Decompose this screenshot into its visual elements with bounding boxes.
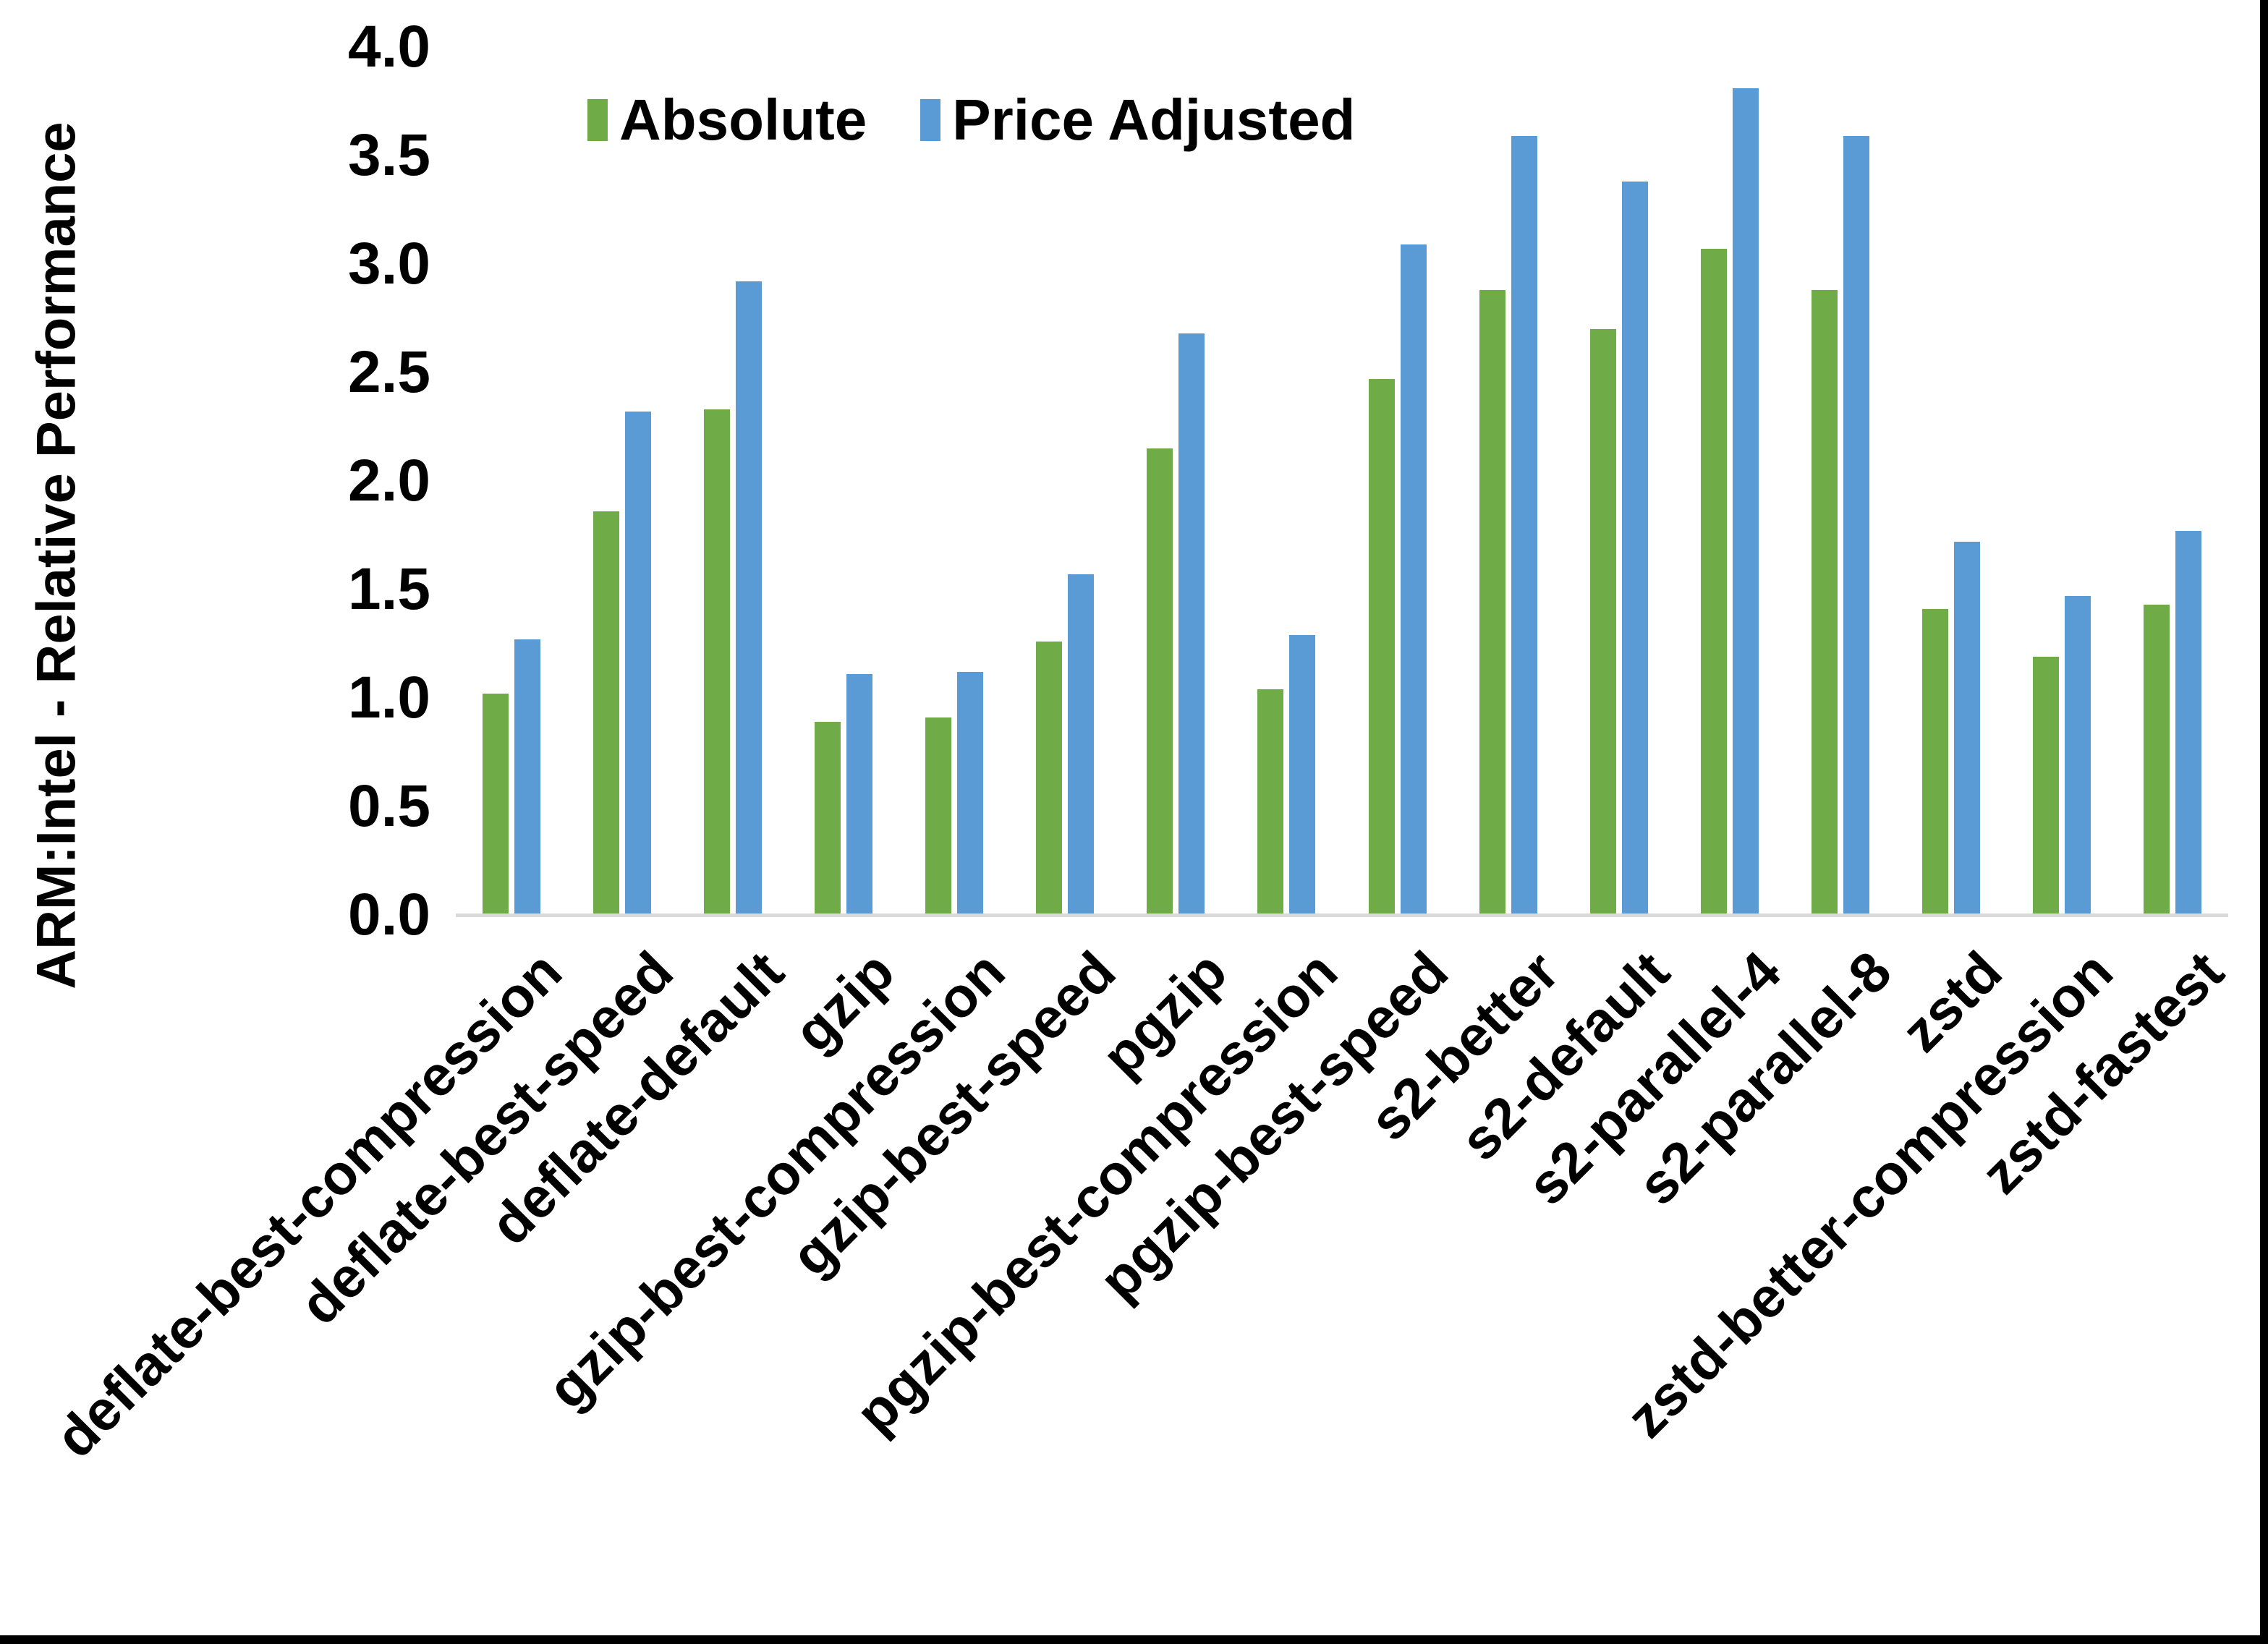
legend-price-adjusted-label: Price Adjusted (952, 88, 1356, 152)
y-tick-label: 4.0 (348, 14, 430, 80)
bar-price-adjusted-s2-parallel-4 (1733, 88, 1759, 915)
screenshot-bottom-border (0, 1635, 2268, 1644)
bar-absolute-s2-parallel-8 (1812, 290, 1838, 915)
bar-price-adjusted-pgzip (1178, 333, 1205, 915)
bar-absolute-s2-better (1479, 290, 1505, 915)
y-tick-label: 3.0 (348, 231, 430, 297)
bar-absolute-pgzip-best-speed (1369, 379, 1395, 915)
bar-absolute-deflate-best-speed (593, 511, 619, 915)
y-axis-title: ARM:Intel - Relative Performance (25, 122, 88, 989)
bar-absolute-deflate-best-compression (483, 694, 509, 915)
bar-price-adjusted-zstd-better-compression (2065, 596, 2091, 915)
legend: Absolute Price Adjusted (587, 91, 1355, 149)
screenshot-right-border (2260, 0, 2268, 1644)
bar-price-adjusted-gzip-best-speed (1068, 574, 1094, 915)
y-tick-label: 1.0 (348, 665, 430, 731)
y-tick-label: 2.0 (348, 448, 430, 514)
bar-absolute-zstd-better-compression (2033, 657, 2059, 915)
x-axis-line (456, 913, 2228, 917)
legend-item-absolute: Absolute (587, 91, 867, 149)
legend-absolute-label: Absolute (619, 88, 867, 152)
bar-absolute-gzip-best-compression (925, 717, 951, 915)
bar-absolute-deflate-default (704, 409, 730, 915)
y-tick-label: 0.5 (348, 773, 430, 839)
bar-price-adjusted-gzip-best-compression (957, 672, 983, 915)
legend-absolute-swatch-icon (587, 99, 608, 141)
bar-price-adjusted-s2-better (1511, 136, 1537, 915)
bar-price-adjusted-pgzip-best-compression (1289, 635, 1315, 915)
bar-price-adjusted-zstd (1954, 542, 1980, 915)
y-tick-label: 0.0 (348, 882, 430, 947)
bar-absolute-s2-parallel-4 (1701, 249, 1727, 915)
legend-price-adjusted-swatch-icon (920, 99, 941, 141)
legend-item-price-adjusted: Price Adjusted (920, 91, 1355, 149)
bar-absolute-gzip (815, 722, 841, 915)
bar-absolute-zstd-fastest (2144, 605, 2170, 915)
bar-price-adjusted-s2-default (1622, 182, 1648, 915)
bar-price-adjusted-pgzip-best-speed (1401, 244, 1427, 915)
bar-price-adjusted-gzip (846, 674, 872, 915)
bar-absolute-pgzip-best-compression (1257, 689, 1283, 915)
bar-price-adjusted-deflate-default (736, 281, 762, 915)
bar-price-adjusted-deflate-best-compression (514, 639, 540, 915)
bar-price-adjusted-s2-parallel-8 (1843, 136, 1869, 915)
y-tick-label: 1.5 (348, 556, 430, 622)
bar-absolute-s2-default (1590, 329, 1616, 915)
bar-price-adjusted-deflate-best-speed (625, 412, 651, 915)
bar-price-adjusted-zstd-fastest (2175, 531, 2201, 915)
bar-absolute-pgzip (1147, 448, 1173, 915)
bar-absolute-zstd (1922, 609, 1948, 915)
y-tick-label: 2.5 (348, 339, 430, 405)
y-tick-label: 3.5 (348, 122, 430, 188)
bar-absolute-gzip-best-speed (1036, 642, 1062, 915)
